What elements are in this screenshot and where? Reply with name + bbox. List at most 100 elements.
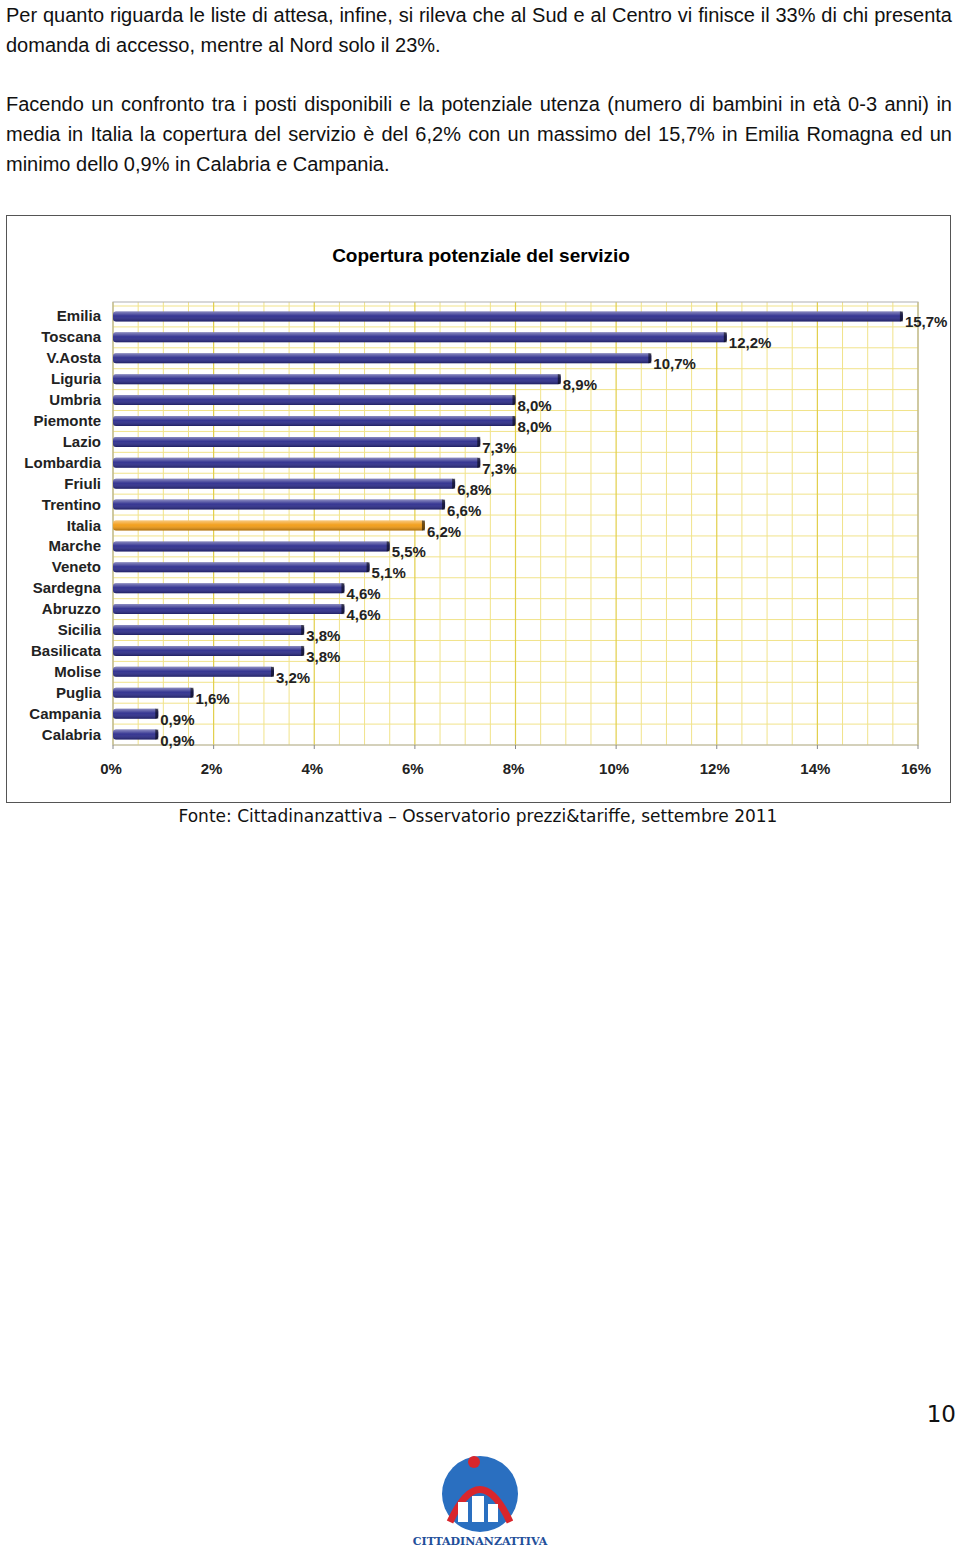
bar — [113, 311, 903, 321]
data-label: 8,0% — [518, 418, 552, 435]
bar-cap — [724, 332, 727, 342]
bar-shading — [113, 458, 480, 468]
category-label: Calabria — [42, 726, 102, 743]
plot-frame — [113, 302, 918, 745]
plot-area — [113, 302, 918, 745]
bar-shading — [113, 730, 158, 740]
category-label: Umbria — [49, 391, 101, 408]
data-label: 6,8% — [457, 481, 491, 498]
grid-line — [716, 302, 717, 745]
category-label: Lazio — [63, 433, 101, 450]
data-label: 5,5% — [392, 543, 426, 560]
data-label: 4,6% — [346, 585, 380, 602]
bar-shading — [113, 583, 344, 593]
data-label: 12,2% — [729, 334, 772, 351]
bar-cap — [477, 458, 480, 468]
bar — [113, 730, 158, 740]
bar-shading — [113, 332, 727, 342]
tick-mark — [817, 745, 818, 749]
tick-label: 16% — [901, 760, 931, 777]
paragraph: Per quanto riguarda le liste di attesa, … — [6, 0, 952, 60]
category-label: Lombardia — [24, 454, 101, 471]
tick-mark — [716, 745, 717, 749]
category-label: Italia — [67, 517, 102, 534]
bar-cap — [900, 311, 903, 321]
bar — [113, 583, 344, 593]
category-label: Sardegna — [33, 579, 102, 596]
category-label: Sicilia — [58, 621, 102, 638]
source: Fonte: Cittadinanzattiva – Osservatorio … — [0, 806, 956, 826]
bar-shading — [113, 541, 390, 551]
bar-shading — [113, 311, 903, 321]
page-number: 10 — [927, 1401, 956, 1427]
bar-cap — [442, 500, 445, 510]
bar — [113, 646, 304, 656]
category-label: Emilia — [57, 307, 102, 324]
bar-cap — [301, 625, 304, 635]
bar — [113, 562, 370, 572]
bar-cap — [301, 646, 304, 656]
logo-arc — [450, 1490, 510, 1523]
tick-label: 6% — [402, 760, 424, 777]
category-label: Toscana — [41, 328, 101, 345]
bar-shading — [113, 688, 194, 698]
grid-line — [616, 302, 617, 745]
tick-label: 4% — [301, 760, 323, 777]
bar-cap — [367, 562, 370, 572]
category-label: Basilicata — [31, 642, 102, 659]
bar-cap — [387, 541, 390, 551]
data-label: 8,0% — [518, 397, 552, 414]
bar — [113, 353, 651, 363]
bar — [113, 332, 727, 342]
bar-cap — [452, 479, 455, 489]
bar — [113, 458, 480, 468]
bar-cap — [155, 730, 158, 740]
bar-shading — [113, 604, 344, 614]
tick-label: 10% — [599, 760, 629, 777]
logo-house — [488, 1504, 498, 1522]
bar — [113, 667, 274, 677]
category-label: Abruzzo — [42, 600, 101, 617]
bar — [113, 479, 455, 489]
grid — [113, 302, 918, 745]
data-label: 15,7% — [905, 313, 948, 330]
category-label: Marche — [48, 537, 101, 554]
tick-label: 14% — [800, 760, 830, 777]
tick-mark — [113, 745, 114, 749]
data-label: 3,8% — [306, 627, 340, 644]
category-label: Molise — [54, 663, 101, 680]
bar-shading — [113, 562, 370, 572]
bar-cap — [271, 667, 274, 677]
data-label: 6,2% — [427, 523, 461, 540]
bar-shading — [113, 395, 516, 405]
bar-shading — [113, 416, 516, 426]
bar-shading — [113, 667, 274, 677]
category-label: V.Aosta — [47, 349, 102, 366]
logo-text: CITTADINANZATTIVA — [413, 1535, 548, 1548]
grid-line — [817, 302, 818, 745]
bar-shading — [113, 625, 304, 635]
data-label: 7,3% — [482, 439, 516, 456]
bar — [113, 541, 390, 551]
tick-label: 2% — [201, 760, 223, 777]
bar-cap — [155, 709, 158, 719]
data-label: 0,9% — [160, 711, 194, 728]
category-label: Trentino — [42, 496, 101, 513]
bar-shading — [113, 646, 304, 656]
category-label: Liguria — [51, 370, 102, 387]
bar-shading — [113, 500, 445, 510]
bar-cap — [648, 353, 651, 363]
data-label: 10,7% — [653, 355, 696, 372]
bars — [113, 311, 903, 739]
data-label: 3,8% — [306, 648, 340, 665]
bar — [113, 374, 561, 384]
tick-mark — [414, 745, 415, 749]
bar-cap — [341, 604, 344, 614]
logo-house — [472, 1496, 484, 1522]
tick-label: 12% — [700, 760, 730, 777]
bar-cap — [513, 395, 516, 405]
tick-label: 8% — [503, 760, 525, 777]
category-label: Piemonte — [33, 412, 101, 429]
paragraph: Facendo un confronto tra i posti disponi… — [6, 89, 952, 179]
bar-cap — [341, 583, 344, 593]
